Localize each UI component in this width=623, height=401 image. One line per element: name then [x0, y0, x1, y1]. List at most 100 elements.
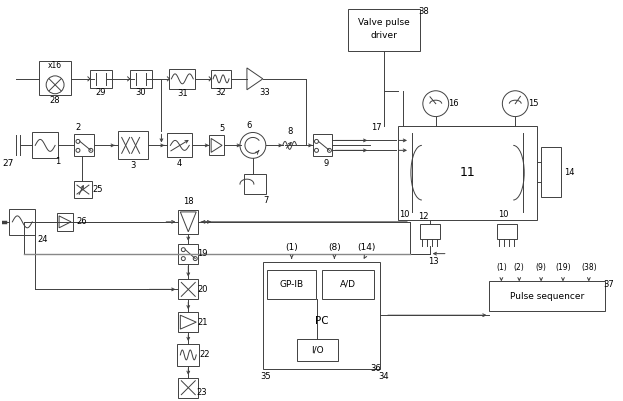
Text: 9: 9: [324, 159, 329, 168]
Text: 29: 29: [95, 88, 106, 97]
Bar: [130, 70, 151, 88]
Text: x16: x16: [48, 61, 62, 71]
Circle shape: [240, 132, 266, 158]
Bar: [32, 132, 58, 158]
Circle shape: [181, 248, 185, 252]
Text: 36: 36: [371, 365, 381, 373]
Text: 24: 24: [37, 235, 47, 244]
Circle shape: [502, 91, 528, 117]
Bar: [74, 181, 92, 198]
Text: 27: 27: [2, 159, 14, 168]
Bar: [90, 70, 112, 88]
Bar: [244, 174, 266, 194]
Text: 25: 25: [93, 184, 103, 194]
Bar: [57, 213, 73, 231]
Text: 3: 3: [130, 161, 135, 170]
Text: 11: 11: [460, 166, 475, 179]
Bar: [169, 69, 195, 89]
Circle shape: [315, 148, 318, 152]
Text: (19): (19): [555, 263, 571, 272]
Circle shape: [181, 257, 185, 261]
Text: 17: 17: [371, 123, 381, 132]
Bar: [313, 134, 333, 156]
Text: 14: 14: [564, 168, 574, 177]
Text: (38): (38): [581, 263, 597, 272]
Text: 22: 22: [199, 350, 209, 359]
Bar: [297, 339, 338, 361]
Circle shape: [193, 257, 197, 261]
Bar: [348, 9, 420, 51]
Text: GP-IB: GP-IB: [280, 280, 303, 289]
Polygon shape: [59, 216, 71, 228]
Polygon shape: [247, 68, 263, 90]
Text: 28: 28: [50, 96, 60, 105]
Bar: [39, 61, 71, 95]
Text: 2: 2: [75, 123, 80, 132]
Bar: [168, 134, 193, 157]
Bar: [178, 279, 198, 299]
Bar: [267, 269, 316, 299]
Circle shape: [76, 140, 80, 144]
Text: 31: 31: [177, 89, 188, 98]
Text: 1: 1: [55, 157, 60, 166]
Circle shape: [423, 91, 449, 117]
Text: 26: 26: [77, 217, 87, 226]
Bar: [178, 344, 199, 366]
Text: 30: 30: [135, 88, 146, 97]
Circle shape: [328, 148, 331, 152]
Text: PC: PC: [315, 316, 328, 326]
Polygon shape: [211, 138, 222, 152]
Text: 6: 6: [246, 121, 252, 130]
Text: 19: 19: [197, 249, 207, 258]
Text: 16: 16: [449, 99, 459, 108]
Text: 35: 35: [260, 372, 271, 381]
Polygon shape: [180, 315, 196, 329]
Bar: [490, 282, 605, 311]
Text: 10: 10: [399, 211, 409, 219]
Text: (1): (1): [285, 243, 298, 252]
Text: 38: 38: [419, 7, 429, 16]
Bar: [74, 134, 94, 156]
Bar: [178, 378, 198, 398]
Text: (1): (1): [496, 263, 506, 272]
Text: (9): (9): [536, 263, 546, 272]
Text: Valve pulse: Valve pulse: [358, 18, 410, 27]
Bar: [178, 244, 198, 263]
Text: 20: 20: [197, 285, 207, 294]
Text: 37: 37: [603, 280, 614, 289]
Text: Pulse sequencer: Pulse sequencer: [510, 292, 584, 301]
Text: (8): (8): [328, 243, 341, 252]
Bar: [497, 224, 517, 239]
Text: driver: driver: [371, 30, 397, 40]
Text: A/D: A/D: [340, 280, 356, 289]
Text: 8: 8: [287, 127, 292, 136]
Bar: [209, 136, 224, 155]
Text: 34: 34: [379, 372, 389, 381]
Circle shape: [89, 148, 93, 152]
Text: I/O: I/O: [311, 345, 324, 354]
Text: 21: 21: [197, 318, 207, 327]
Text: (2): (2): [514, 263, 525, 272]
Bar: [178, 312, 198, 332]
Text: 33: 33: [259, 88, 270, 97]
Text: 23: 23: [197, 388, 207, 397]
Text: 10: 10: [498, 211, 508, 219]
Text: 5: 5: [219, 124, 225, 133]
Text: (14): (14): [357, 243, 376, 252]
Bar: [9, 209, 36, 235]
Bar: [211, 70, 231, 88]
Text: 12: 12: [419, 213, 429, 221]
Text: 15: 15: [528, 99, 538, 108]
Bar: [118, 132, 148, 159]
Text: 4: 4: [177, 159, 182, 168]
Circle shape: [46, 76, 64, 94]
Bar: [398, 126, 537, 220]
Text: 32: 32: [216, 88, 226, 97]
Polygon shape: [180, 212, 196, 232]
Bar: [178, 210, 198, 234]
Circle shape: [76, 148, 80, 152]
Bar: [263, 261, 380, 369]
Text: 13: 13: [429, 257, 439, 266]
Bar: [323, 269, 374, 299]
Text: 7: 7: [263, 196, 269, 205]
